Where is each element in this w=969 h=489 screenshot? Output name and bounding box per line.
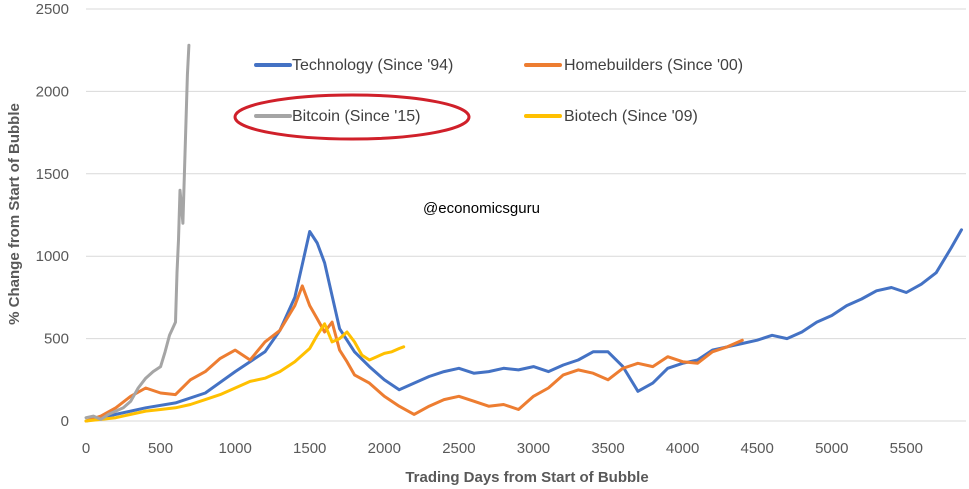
series-lines (84, 43, 963, 423)
legend-label-bitcoin: Bitcoin (Since '15) (292, 108, 420, 125)
y-tick-label: 1000 (36, 248, 69, 265)
legend-label-technology: Technology (Since '94) (292, 57, 453, 74)
annotation-watermark: @economicsguru (423, 200, 540, 217)
y-axis-title: % Change from Start of Bubble (6, 103, 23, 325)
x-tick-label: 2000 (368, 440, 401, 457)
x-axis-ticks: 0 500 1000 1500 2000 2500 3000 3500 4000 4500 5000… (82, 440, 923, 457)
legend-label-biotech: Biotech (Since '09) (564, 108, 698, 125)
y-axis-ticks: 0 500 1000 1500 2000 2500 (36, 1, 69, 430)
legend-item-biotech: Biotech (Since '09) (524, 108, 698, 125)
x-tick-label: 500 (148, 440, 173, 457)
series-line-technology (84, 228, 963, 423)
x-tick-label: 1000 (218, 440, 251, 457)
x-tick-label: 5500 (890, 440, 923, 457)
legend-item-bitcoin: Bitcoin (Since '15) (254, 108, 420, 125)
x-tick-label: 4500 (740, 440, 773, 457)
x-axis-title: Trading Days from Start of Bubble (405, 469, 648, 486)
legend: Technology (Since '94) Homebuilders (Sin… (254, 57, 743, 125)
series-line-biotech (84, 322, 406, 423)
x-tick-label: 2500 (442, 440, 475, 457)
highlight-ellipse (233, 93, 471, 141)
y-tick-label: 2500 (36, 1, 69, 18)
series-line-bitcoin (84, 43, 191, 421)
x-tick-label: 1500 (293, 440, 326, 457)
legend-item-technology: Technology (Since '94) (254, 57, 453, 74)
x-tick-label: 3000 (517, 440, 550, 457)
x-tick-label: 0 (82, 440, 90, 457)
legend-item-homebuilders: Homebuilders (Since '00) (524, 57, 743, 74)
series-line-homebuilders (84, 284, 744, 423)
y-tick-label: 500 (44, 331, 69, 348)
legend-label-homebuilders: Homebuilders (Since '00) (564, 57, 743, 74)
y-tick-label: 0 (61, 413, 69, 430)
y-tick-label: 2000 (36, 83, 69, 100)
gridlines (86, 8, 966, 340)
x-tick-label: 5000 (815, 440, 848, 457)
y-tick-label: 1500 (36, 166, 69, 183)
x-tick-label: 3500 (591, 440, 624, 457)
x-tick-label: 4000 (666, 440, 699, 457)
